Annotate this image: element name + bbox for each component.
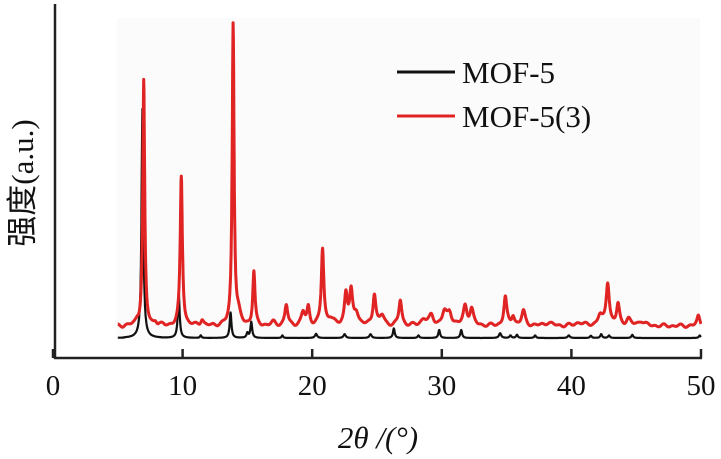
plot-background bbox=[117, 18, 700, 340]
x-tick-label: 0 bbox=[46, 370, 61, 402]
series-layer bbox=[116, 21, 703, 340]
series-line-mof-5-3 bbox=[116, 21, 703, 329]
x-tick-label: 30 bbox=[427, 370, 456, 402]
series-line-mof-5 bbox=[117, 107, 702, 340]
legend: MOF-5 MOF-5(3) bbox=[397, 55, 591, 134]
legend-label-mof-5-3: MOF-5(3) bbox=[462, 99, 591, 134]
x-tick-label: 10 bbox=[168, 370, 197, 402]
x-axis-label: 2θ /(°) bbox=[338, 420, 418, 455]
x-tick-label: 40 bbox=[557, 370, 586, 402]
x-ticks: 0 10 20 30 40 50 bbox=[46, 349, 716, 402]
y-axis-label: 强度(a.u.) bbox=[5, 119, 40, 246]
x-tick-label: 20 bbox=[298, 370, 327, 402]
legend-label-mof-5: MOF-5 bbox=[462, 55, 555, 90]
x-tick-label: 50 bbox=[687, 370, 716, 402]
